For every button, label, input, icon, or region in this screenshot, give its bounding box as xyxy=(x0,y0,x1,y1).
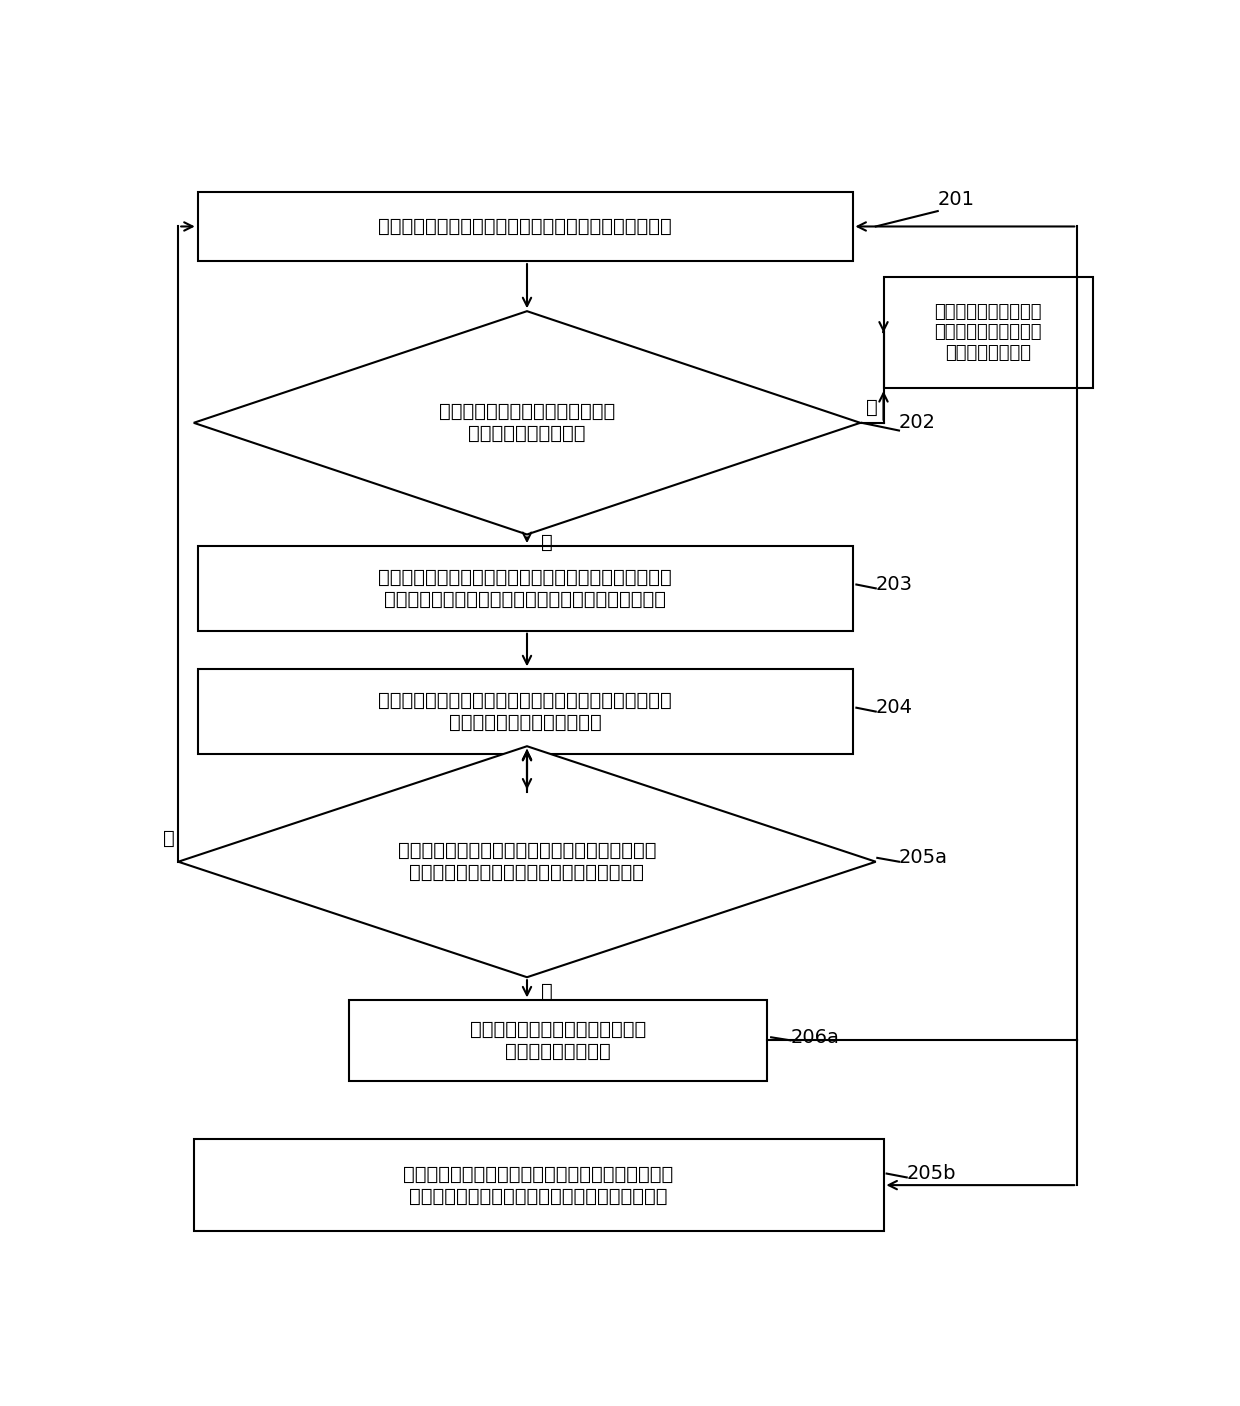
Polygon shape xyxy=(193,311,861,534)
Text: 205b: 205b xyxy=(906,1164,956,1182)
Text: 是: 是 xyxy=(541,533,552,551)
Bar xyxy=(193,1139,883,1232)
Text: 输出上一次计数数值对
应的陀螺仪零偏，并将
所述计数数值置零: 输出上一次计数数值对 应的陀螺仪零偏，并将 所述计数数值置零 xyxy=(935,302,1042,363)
Bar xyxy=(348,1000,768,1081)
Text: 否: 否 xyxy=(866,398,878,418)
Text: 若所述角度对应的计数数值未达到预设数值，检测
所述陀螺仪校准的时间范围是否达到预设时间: 若所述角度对应的计数数值未达到预设数值，检测 所述陀螺仪校准的时间范围是否达到预… xyxy=(398,841,656,882)
Text: 205a: 205a xyxy=(899,848,949,868)
Text: 是: 是 xyxy=(541,981,552,1001)
Text: 206a: 206a xyxy=(791,1028,839,1047)
Bar xyxy=(883,277,1092,388)
Bar xyxy=(197,546,853,631)
Text: 否: 否 xyxy=(164,830,175,848)
Text: 202: 202 xyxy=(899,413,936,432)
Text: 若所述角速度对应的计数数值达到预设数值，则陀螺
仪校准结束，输出所述计数数值对应的陀螺仪零偏: 若所述角速度对应的计数数值达到预设数值，则陀螺 仪校准结束，输出所述计数数值对应… xyxy=(403,1164,673,1205)
Polygon shape xyxy=(179,747,875,977)
Text: 204: 204 xyxy=(875,699,913,717)
Bar xyxy=(197,669,853,754)
Bar xyxy=(197,191,853,262)
Text: 根据所述角速度对应的计数数值对所述每次陀螺仪输出的
角速度累加求平均值，得到计数数值对应的陀螺仪零偏: 根据所述角速度对应的计数数值对所述每次陀螺仪输出的 角速度累加求平均值，得到计数… xyxy=(378,568,672,609)
Text: 检测所述每次陀螺仪输出的角速度
是否小于预设角速度值: 检测所述每次陀螺仪输出的角速度 是否小于预设角速度值 xyxy=(439,402,615,443)
Text: 203: 203 xyxy=(875,575,913,593)
Text: 陀螺仪校准结束，输出所述计数数
值对应的陀螺仪零偏: 陀螺仪校准结束，输出所述计数数 值对应的陀螺仪零偏 xyxy=(470,1021,646,1062)
Text: 201: 201 xyxy=(937,190,975,209)
Text: 通过累计所述每次陀螺仪输出的角速度所需要的时间，计
算所述陀螺仪校准的时间范围: 通过累计所述每次陀螺仪输出的角速度所需要的时间，计 算所述陀螺仪校准的时间范围 xyxy=(378,692,672,733)
Text: 获取每次陀螺仪的输出角速度以及角速度对应的计数数值: 获取每次陀螺仪的输出角速度以及角速度对应的计数数值 xyxy=(378,217,672,236)
